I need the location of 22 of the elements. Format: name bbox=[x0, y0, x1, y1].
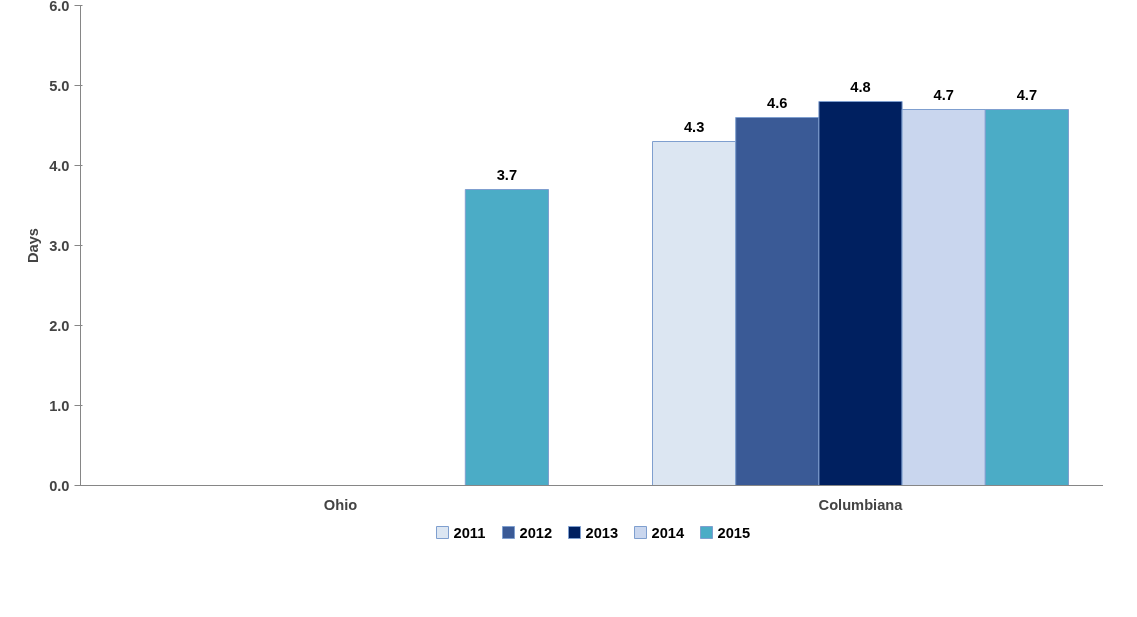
legend-label: 2014 bbox=[651, 524, 685, 541]
legend-label: 2015 bbox=[717, 524, 751, 541]
x-tick-label: Columbiana bbox=[818, 496, 904, 513]
data-label: 4.3 bbox=[683, 118, 705, 135]
y-tick-label: 0.0 bbox=[49, 477, 70, 494]
y-tick-label: 3.0 bbox=[49, 237, 70, 254]
y-tick-label: 6.0 bbox=[49, 0, 70, 14]
data-label: 4.7 bbox=[1016, 86, 1038, 103]
y-tick-label: 1.0 bbox=[49, 397, 70, 414]
data-label: 3.7 bbox=[496, 166, 518, 183]
bar bbox=[464, 189, 549, 486]
legend-label: 2012 bbox=[519, 524, 553, 541]
y-tick-label: 5.0 bbox=[49, 77, 70, 94]
y-tick-label: 4.0 bbox=[49, 157, 70, 174]
data-label: 4.8 bbox=[850, 78, 871, 95]
x-tick-label: Ohio bbox=[323, 496, 358, 513]
legend-label: 2013 bbox=[585, 524, 619, 541]
y-tick-label: 2.0 bbox=[49, 317, 70, 334]
legend-label: 2011 bbox=[453, 524, 486, 541]
data-label: 4.6 bbox=[767, 94, 788, 111]
data-label: 4.7 bbox=[933, 86, 954, 103]
y-axis-title: Days bbox=[25, 227, 42, 264]
